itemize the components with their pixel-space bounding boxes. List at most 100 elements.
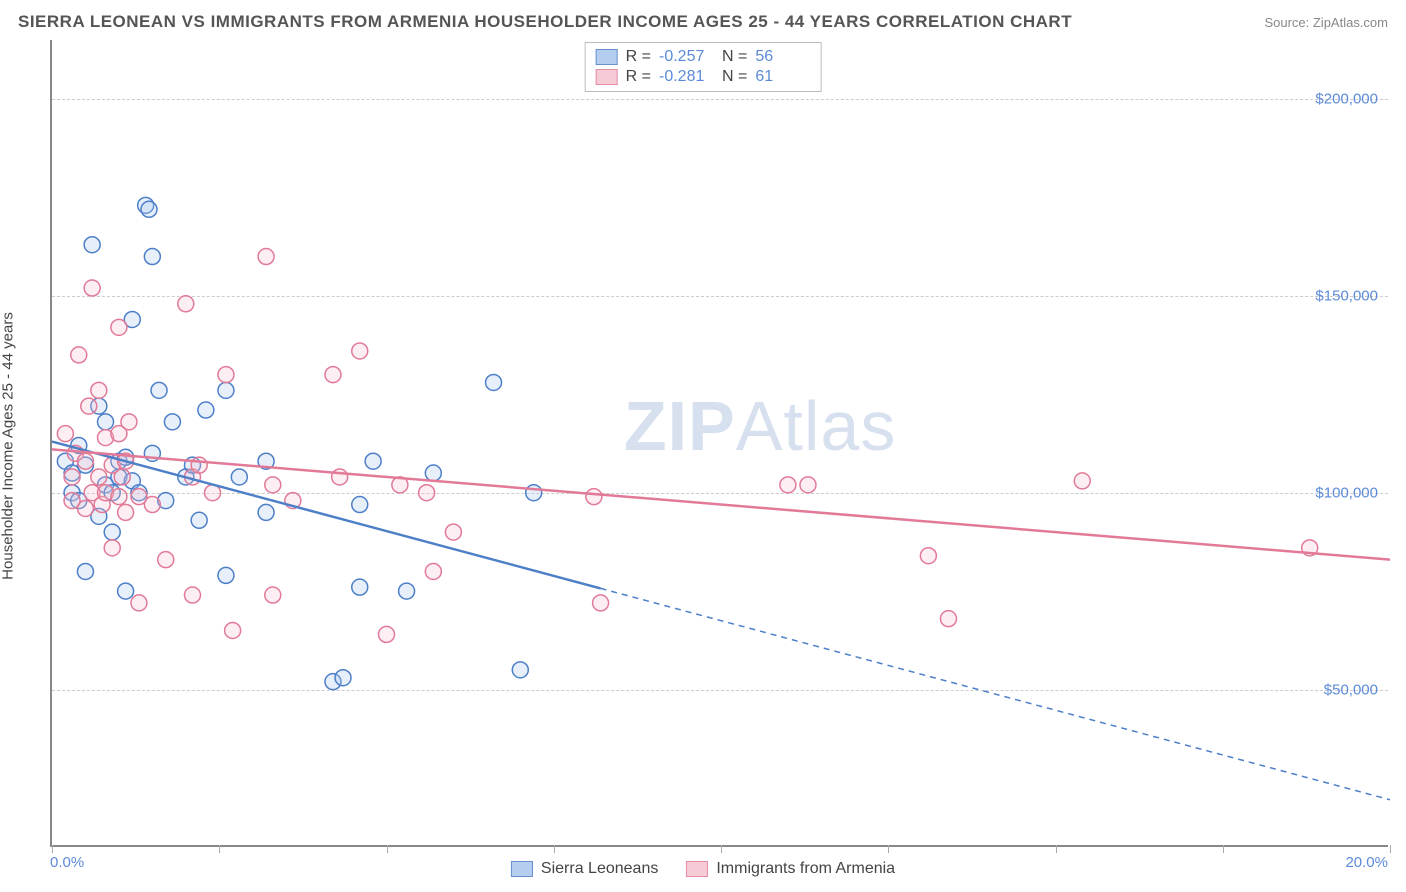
x-tick — [1390, 845, 1391, 853]
data-point — [184, 587, 200, 603]
data-point — [91, 469, 107, 485]
data-point — [111, 319, 127, 335]
data-point — [141, 201, 157, 217]
x-tick — [219, 845, 220, 853]
data-point — [332, 469, 348, 485]
chart-title: SIERRA LEONEAN VS IMMIGRANTS FROM ARMENI… — [18, 12, 1072, 32]
x-tick — [888, 845, 889, 853]
legend-swatch — [596, 49, 618, 65]
data-point — [526, 485, 542, 501]
data-point — [191, 457, 207, 473]
source-attribution: Source: ZipAtlas.com — [1264, 15, 1388, 30]
data-point — [104, 540, 120, 556]
data-point — [77, 453, 93, 469]
data-point — [780, 477, 796, 493]
data-point — [164, 414, 180, 430]
data-point — [98, 414, 114, 430]
legend-r-label: R = — [626, 48, 651, 66]
data-point — [178, 296, 194, 312]
data-point — [352, 497, 368, 513]
data-point — [1074, 473, 1090, 489]
data-point — [593, 595, 609, 611]
legend-r-value: -0.257 — [659, 48, 714, 66]
series-legend: Sierra Leoneans Immigrants from Armenia — [511, 860, 895, 878]
legend-swatch — [686, 861, 708, 877]
data-point — [77, 563, 93, 579]
data-point — [425, 465, 441, 481]
data-point — [425, 563, 441, 579]
data-point — [144, 249, 160, 265]
data-point — [365, 453, 381, 469]
data-point — [111, 489, 127, 505]
data-point — [118, 583, 134, 599]
data-point — [84, 280, 100, 296]
data-point — [151, 382, 167, 398]
legend-row: R = -0.257 N = 56 — [596, 47, 811, 67]
data-point — [198, 402, 214, 418]
data-point — [335, 670, 351, 686]
x-axis-max-label: 20.0% — [1345, 854, 1388, 871]
data-point — [131, 595, 147, 611]
data-point — [352, 343, 368, 359]
legend-series-label: Immigrants from Armenia — [716, 860, 895, 878]
x-tick — [554, 845, 555, 853]
x-tick — [1056, 845, 1057, 853]
legend-n-value: 61 — [755, 68, 810, 86]
data-point — [258, 249, 274, 265]
y-axis-label: Householder Income Ages 25 - 44 years — [0, 312, 17, 580]
trend-line — [52, 449, 1390, 559]
data-point — [325, 367, 341, 383]
data-point — [91, 382, 107, 398]
x-tick — [52, 845, 53, 853]
data-point — [77, 500, 93, 516]
scatter-svg — [52, 40, 1388, 845]
legend-series-label: Sierra Leoneans — [541, 860, 658, 878]
data-point — [191, 512, 207, 528]
data-point — [71, 347, 87, 363]
data-point — [144, 497, 160, 513]
data-point — [225, 622, 241, 638]
data-point — [158, 552, 174, 568]
x-tick — [1223, 845, 1224, 853]
x-tick — [387, 845, 388, 853]
correlation-legend: R = -0.257 N = 56 R = -0.281 N = 61 — [585, 42, 822, 92]
x-axis-min-label: 0.0% — [50, 854, 84, 871]
trend-line — [52, 442, 601, 589]
legend-n-label: N = — [722, 48, 747, 66]
legend-series-item: Sierra Leoneans — [511, 860, 658, 878]
data-point — [940, 611, 956, 627]
x-tick — [721, 845, 722, 853]
legend-series-item: Immigrants from Armenia — [686, 860, 895, 878]
data-point — [512, 662, 528, 678]
data-point — [64, 469, 80, 485]
legend-swatch — [596, 69, 618, 85]
data-point — [121, 414, 137, 430]
legend-row: R = -0.281 N = 61 — [596, 67, 811, 87]
data-point — [84, 237, 100, 253]
legend-r-label: R = — [626, 68, 651, 86]
data-point — [379, 626, 395, 642]
legend-n-label: N = — [722, 68, 747, 86]
data-point — [118, 504, 134, 520]
data-point — [218, 382, 234, 398]
data-point — [265, 477, 281, 493]
data-point — [352, 579, 368, 595]
data-point — [920, 548, 936, 564]
data-point — [586, 489, 602, 505]
data-point — [104, 524, 120, 540]
data-point — [218, 367, 234, 383]
data-point — [800, 477, 816, 493]
plot-area: $50,000$100,000$150,000$200,000 ZIPAtlas — [50, 40, 1388, 847]
legend-swatch — [511, 861, 533, 877]
data-point — [258, 504, 274, 520]
legend-n-value: 56 — [755, 48, 810, 66]
data-point — [218, 567, 234, 583]
data-point — [265, 587, 281, 603]
data-point — [486, 374, 502, 390]
data-point — [231, 469, 247, 485]
data-point — [399, 583, 415, 599]
data-point — [419, 485, 435, 501]
trend-line-extrapolated — [601, 588, 1390, 799]
legend-r-value: -0.281 — [659, 68, 714, 86]
data-point — [57, 426, 73, 442]
